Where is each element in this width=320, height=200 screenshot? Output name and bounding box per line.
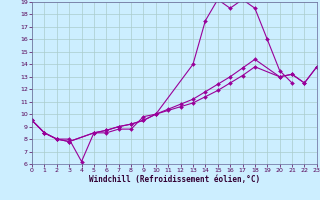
X-axis label: Windchill (Refroidissement éolien,°C): Windchill (Refroidissement éolien,°C) [89,175,260,184]
